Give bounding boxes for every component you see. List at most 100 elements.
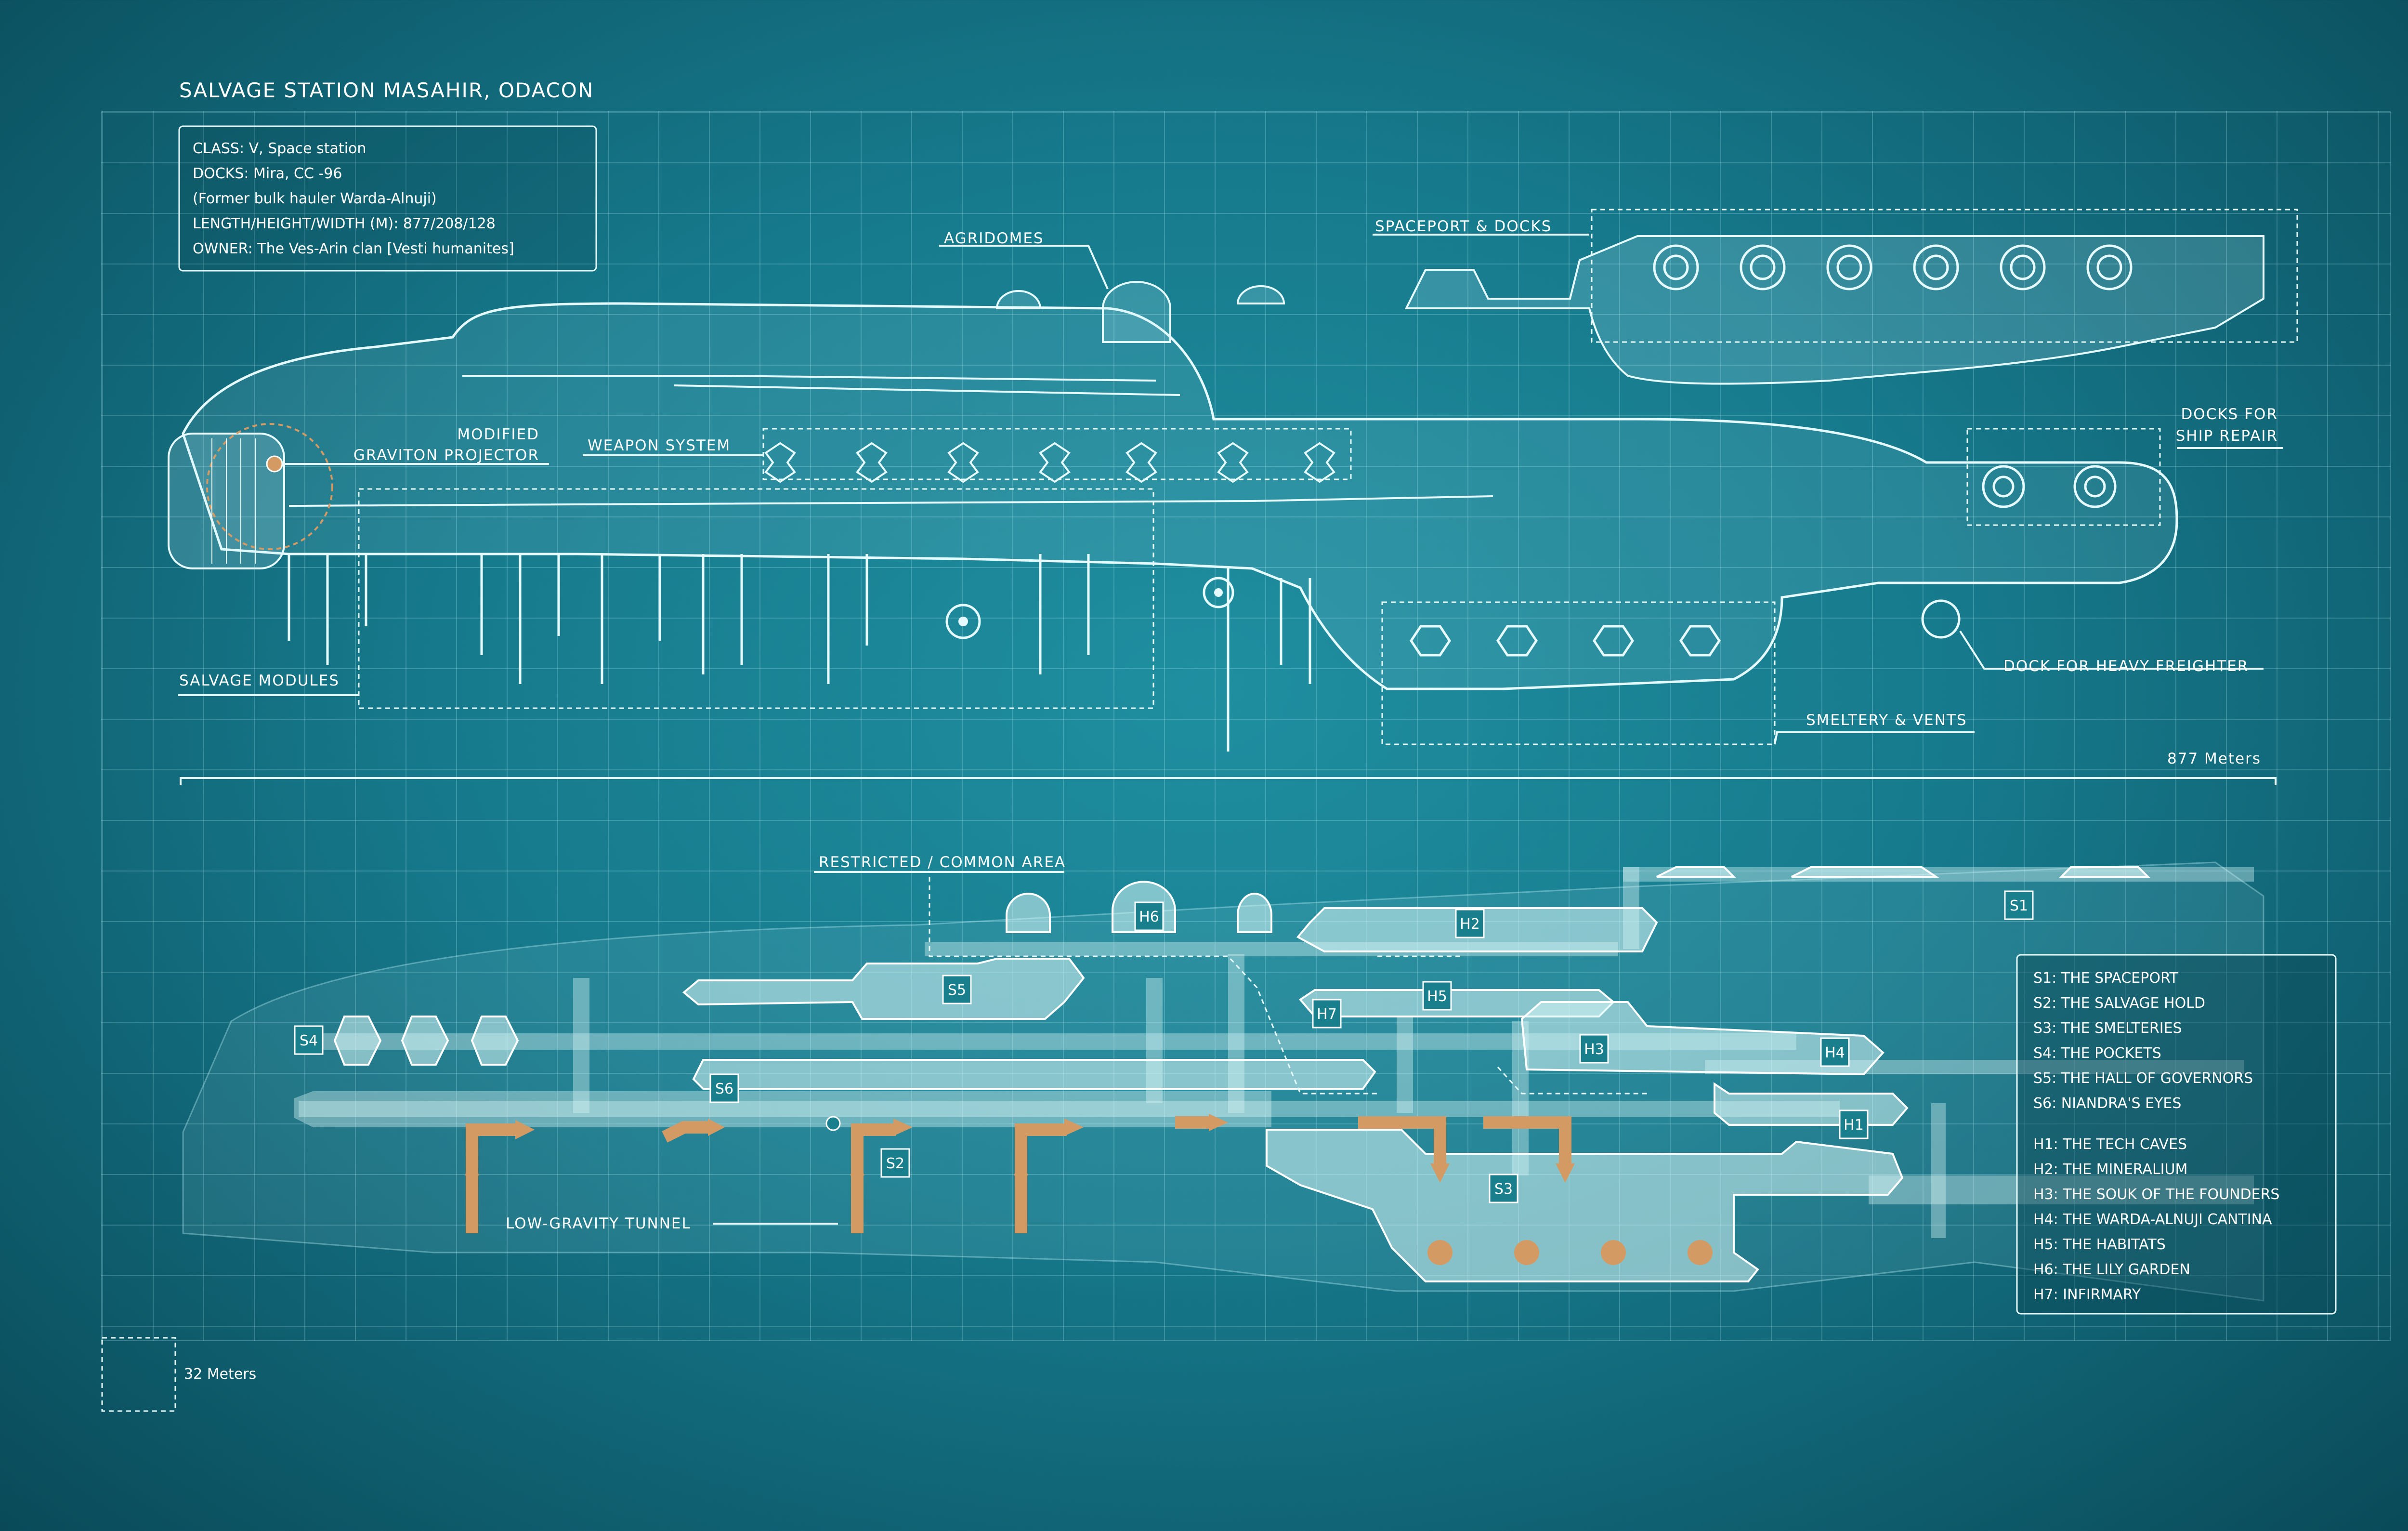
legend-s4: S4: THE POCKETS <box>2033 1045 2161 1062</box>
legend-h5: H5: THE HABITATS <box>2033 1236 2166 1253</box>
spaceport-bays <box>1653 244 2133 290</box>
label-salvage-modules: SALVAGE MODULES <box>179 672 340 689</box>
label-agridomes: AGRIDOMES <box>944 230 1044 247</box>
room-s4-pod <box>401 1016 449 1066</box>
badge-s5-box <box>942 975 972 1004</box>
badge-s3-box <box>1489 1174 1518 1203</box>
room-s5 <box>682 958 1085 1020</box>
badge-h7-box <box>1312 999 1342 1029</box>
connector <box>573 978 589 1113</box>
tunnel-marker <box>825 1116 841 1131</box>
label-repair-1: DOCKS FOR <box>2181 406 2278 423</box>
info-box <box>178 125 597 272</box>
repair-box <box>1966 428 2161 526</box>
badge-s5: S5 <box>948 982 966 999</box>
badge-s2-box <box>880 1148 910 1178</box>
label-graviton-1: MODIFIED <box>457 426 539 443</box>
deck-plan <box>182 861 2264 1302</box>
low-gravity-tunnel <box>294 1091 1271 1127</box>
badge-s6-box <box>709 1073 739 1103</box>
badge-h1-box <box>1839 1109 1869 1139</box>
badge-h7: H7 <box>1317 1006 1337 1023</box>
legend-s6: S6: NIANDRA'S EYES <box>2033 1095 2181 1112</box>
weapon-box <box>762 428 1352 480</box>
label-spaceport: SPACEPORT & DOCKS <box>1375 218 1552 235</box>
salvage-modules-box <box>358 488 1154 709</box>
info-docks: DOCKS: Mira, CC -96 <box>193 165 342 182</box>
badge-h4-box <box>1820 1037 1850 1067</box>
flow-arrows <box>465 1114 1713 1265</box>
legend-s1: S1: THE SPACEPORT <box>2033 970 2179 987</box>
badge-s4-box <box>294 1025 324 1055</box>
agridome-3 <box>1236 285 1285 304</box>
label-restricted: RESTRICTED / COMMON AREA <box>819 854 1066 871</box>
connector <box>1931 1103 1946 1238</box>
leader-agridomes <box>939 245 1109 290</box>
room-badges: S1 S2 S3 S4 S5 S6 H1 H2 H3 H4 H5 H6 H7 <box>294 890 2034 1203</box>
badge-s4: S4 <box>300 1032 318 1049</box>
length-scale-bar <box>180 777 2277 785</box>
badge-s2: S2 <box>886 1155 904 1172</box>
dome-right <box>1237 893 1272 933</box>
legend-h3: H3: THE SOUK OF THE FOUNDERS <box>2033 1186 2279 1203</box>
weapon-emplacements <box>764 442 1335 483</box>
legend: S1: THE SPACEPORT S2: THE SALVAGE HOLD S… <box>2033 970 2279 1303</box>
badge-s1: S1 <box>2010 897 2028 914</box>
label-tunnel: LOW-GRAVITY TUNNEL <box>506 1215 691 1232</box>
salvage-rods <box>288 554 1311 752</box>
info-owner: OWNER: The Ves-Arin clan [Vesti humanite… <box>193 240 514 257</box>
agridome-1 <box>995 290 1042 309</box>
spaceport-box <box>1591 209 2298 343</box>
badge-h6: H6 <box>1139 909 1159 925</box>
legend-h2: H2: THE MINERALIUM <box>2033 1161 2187 1178</box>
room-s3 <box>1266 1129 1904 1282</box>
room-s4-pod <box>471 1016 519 1066</box>
room-shape <box>1791 866 1939 878</box>
badge-h3-box <box>1579 1034 1609 1064</box>
room-h3 <box>1520 1001 1885 1076</box>
label-weapon: WEAPON SYSTEM <box>588 437 731 454</box>
legend-box <box>2016 954 2337 1315</box>
label-repair-2: SHIP REPAIR <box>2176 427 2278 445</box>
room-s4-pod <box>333 1016 382 1066</box>
legend-s5: S5: THE HALL OF GOVERNORS <box>2033 1070 2253 1087</box>
side-view <box>168 209 2298 785</box>
room-shape <box>1656 866 1736 878</box>
repair-docks <box>1982 465 2117 508</box>
legend-h6: H6: THE LILY GARDEN <box>2033 1261 2190 1278</box>
label-graviton-2: GRAVITON PROJECTOR <box>353 447 539 464</box>
badge-h6-box <box>1134 901 1164 931</box>
grid-scale-box <box>101 1337 176 1412</box>
label-heavy-freighter: DOCK FOR HEAVY FREIGHTER <box>2003 658 2249 675</box>
room-shape <box>2059 866 2150 878</box>
badge-h2-box <box>1455 909 1485 938</box>
smeltery-units <box>1409 625 1721 657</box>
legend-h4: H4: THE WARDA-ALNUJI CANTINA <box>2033 1211 2272 1228</box>
scale-length: 877 Meters <box>2167 750 2261 767</box>
room-s6 <box>692 1059 1376 1090</box>
badge-h5: H5 <box>1427 988 1447 1005</box>
agridome-2 <box>1102 281 1171 343</box>
badge-h2: H2 <box>1460 916 1480 933</box>
smeltery-box <box>1381 601 1776 745</box>
spaceport-structure <box>1404 235 2264 385</box>
badge-s3: S3 <box>1494 1181 1513 1198</box>
main-hull <box>182 302 2178 690</box>
badge-h4: H4 <box>1825 1044 1845 1061</box>
info-class: CLASS: V, Space station <box>193 140 366 157</box>
label-smeltery: SMELTERY & VENTS <box>1806 712 1967 729</box>
badge-h3: H3 <box>1584 1041 1604 1058</box>
info-former: (Former bulk hauler Warda-Alnuji) <box>193 190 437 207</box>
blueprint-title: SALVAGE STATION MASAHIR, ODACON <box>179 79 594 102</box>
corridor-lower <box>299 1101 1840 1117</box>
heavy-freighter-dock <box>1921 599 1961 639</box>
badge-s1-box <box>2004 890 2034 920</box>
legend-s2: S2: THE SALVAGE HOLD <box>2033 995 2205 1012</box>
legend-h1: H1: THE TECH CAVES <box>2033 1136 2187 1153</box>
grid-scale-label: 32 Meters <box>184 1366 256 1383</box>
dome-left <box>1006 893 1051 933</box>
connector <box>1397 1016 1413 1113</box>
info-dimensions: LENGTH/HEIGHT/WIDTH (M): 877/208/128 <box>193 215 496 232</box>
legend-h7: H7: INFIRMARY <box>2033 1286 2141 1303</box>
